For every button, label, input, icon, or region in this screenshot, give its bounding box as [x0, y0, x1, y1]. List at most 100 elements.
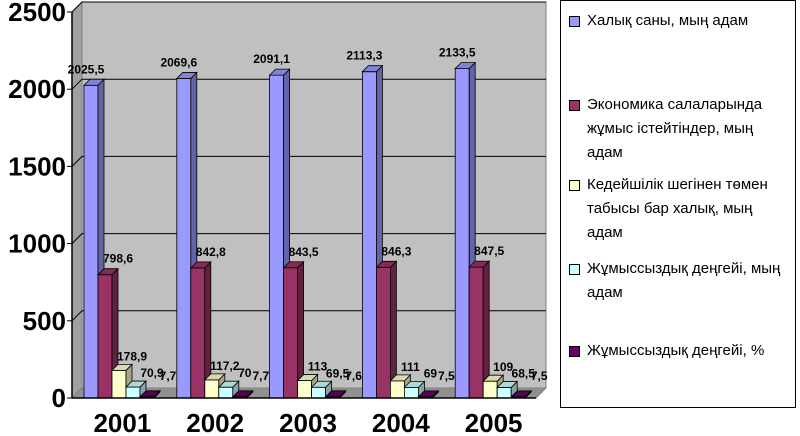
- bar-top: [389, 374, 412, 382]
- data-label: 2133,5: [439, 46, 476, 60]
- data-label: 7,5: [531, 369, 548, 383]
- bar: [111, 363, 133, 399]
- bar-front: [375, 266, 391, 399]
- bar-top: [189, 261, 212, 269]
- bar-top: [375, 260, 398, 268]
- legend-swatch: [569, 180, 580, 191]
- y-tick-label: 1000: [8, 229, 66, 259]
- data-label: 117,2: [210, 359, 240, 373]
- legend-label: Жұмыссыздық деңгейі, %: [587, 342, 765, 359]
- bar-top: [125, 380, 147, 388]
- y-tick-label: 500: [23, 306, 66, 336]
- bar-top: [97, 268, 119, 276]
- data-label: 7,6: [345, 369, 362, 383]
- bar-top: [403, 380, 426, 388]
- bar-front: [496, 387, 512, 399]
- gridline: [71, 155, 546, 167]
- bars: [83, 61, 533, 399]
- bar-top: [496, 381, 519, 388]
- bar-front: [454, 68, 470, 399]
- bar-front: [311, 386, 327, 399]
- data-label: 2069,6: [160, 55, 197, 69]
- bar-top: [482, 374, 505, 382]
- gridline: [71, 78, 546, 90]
- bar-top: [310, 380, 333, 388]
- bar-top: [203, 373, 226, 381]
- bar: [217, 380, 240, 399]
- data-label: 7,5: [438, 369, 455, 383]
- bar-top: [468, 260, 491, 268]
- bar-top: [139, 390, 161, 398]
- y-tick-label: 2500: [8, 0, 66, 27]
- data-label: 178,9: [117, 349, 147, 363]
- gridline: [71, 233, 546, 244]
- bar-front: [83, 84, 99, 399]
- data-label: 842,8: [196, 245, 226, 259]
- bar-front: [269, 74, 285, 399]
- y-tick-label: 2000: [8, 74, 66, 104]
- data-label: 70: [238, 366, 252, 380]
- data-label: 111: [401, 360, 420, 374]
- bar-top: [324, 390, 347, 398]
- bar-front: [176, 78, 192, 399]
- y-tick-labels: 0 500 1000 1500 2000 2500: [8, 0, 72, 413]
- bar-top: [296, 374, 319, 381]
- bar: [310, 380, 333, 399]
- x-tick-labels: 2001 2002 2003 2004 2005: [93, 408, 522, 436]
- bar-front: [190, 267, 206, 399]
- data-label: 69,5: [326, 366, 350, 380]
- bar-top: [361, 65, 384, 73]
- bar-front: [389, 380, 405, 399]
- bar-top: [282, 261, 305, 269]
- legend-label: Кедейшілік шегінен төмен табысы бар халы…: [587, 176, 768, 241]
- bar-front: [297, 380, 313, 399]
- bar: [97, 267, 119, 399]
- data-labels: 2025,5798,6178,970,97,72069,6842,8117,27…: [68, 46, 548, 383]
- x-tick-label: 2004: [372, 408, 430, 436]
- legend-swatch: [569, 346, 580, 357]
- y-tick-label: 0: [52, 383, 66, 413]
- bar-front: [468, 266, 484, 399]
- bar-top: [83, 78, 105, 86]
- legend: Халық саны, мың адам Экономика салаларынд…: [560, 0, 796, 408]
- bar: [282, 260, 305, 399]
- data-label: 113: [308, 360, 328, 374]
- data-label: 847,5: [474, 244, 504, 258]
- bar-front: [125, 386, 141, 399]
- gridline: [71, 1, 546, 13]
- legend-swatch: [569, 264, 580, 275]
- bar-top: [454, 62, 477, 69]
- bar: [375, 260, 398, 399]
- data-label: 2113,3: [346, 49, 382, 63]
- data-label: 7,7: [160, 369, 177, 383]
- x-tick-label: 2001: [93, 408, 151, 436]
- data-label: 68,5: [512, 366, 536, 380]
- legend-label: Экономика салаларында жұмыс істейтіндер,…: [587, 96, 763, 161]
- y-tick-label: 1500: [8, 151, 66, 181]
- bar-front: [403, 386, 419, 399]
- data-label: 798,6: [103, 252, 133, 266]
- x-tick-label: 2002: [186, 408, 244, 436]
- data-label: 109: [493, 360, 513, 374]
- axes: [71, 12, 536, 399]
- bar-top: [217, 380, 240, 388]
- bar-top: [417, 390, 440, 398]
- data-label: 2025,5: [68, 62, 105, 76]
- data-label: 846,3: [381, 244, 411, 258]
- legend-label: Жұмыссыздық деңгейі, мың адам: [587, 260, 781, 301]
- bar-front: [218, 386, 234, 399]
- bar: [468, 260, 491, 399]
- data-label: 7,7: [252, 369, 269, 383]
- legend-label: Халық саны, мың адам: [587, 12, 749, 29]
- bar-front: [111, 369, 127, 399]
- data-label: 69: [424, 366, 438, 380]
- x-tick-label: 2003: [279, 408, 337, 436]
- data-label: 843,5: [289, 245, 319, 259]
- data-label: 70,9: [140, 366, 164, 380]
- bar-top: [510, 390, 533, 398]
- bar-front: [361, 71, 377, 399]
- legend-swatch: [569, 16, 580, 27]
- bar-top: [175, 72, 198, 79]
- legend-swatch: [569, 100, 580, 111]
- data-label: 2091,1: [253, 52, 290, 66]
